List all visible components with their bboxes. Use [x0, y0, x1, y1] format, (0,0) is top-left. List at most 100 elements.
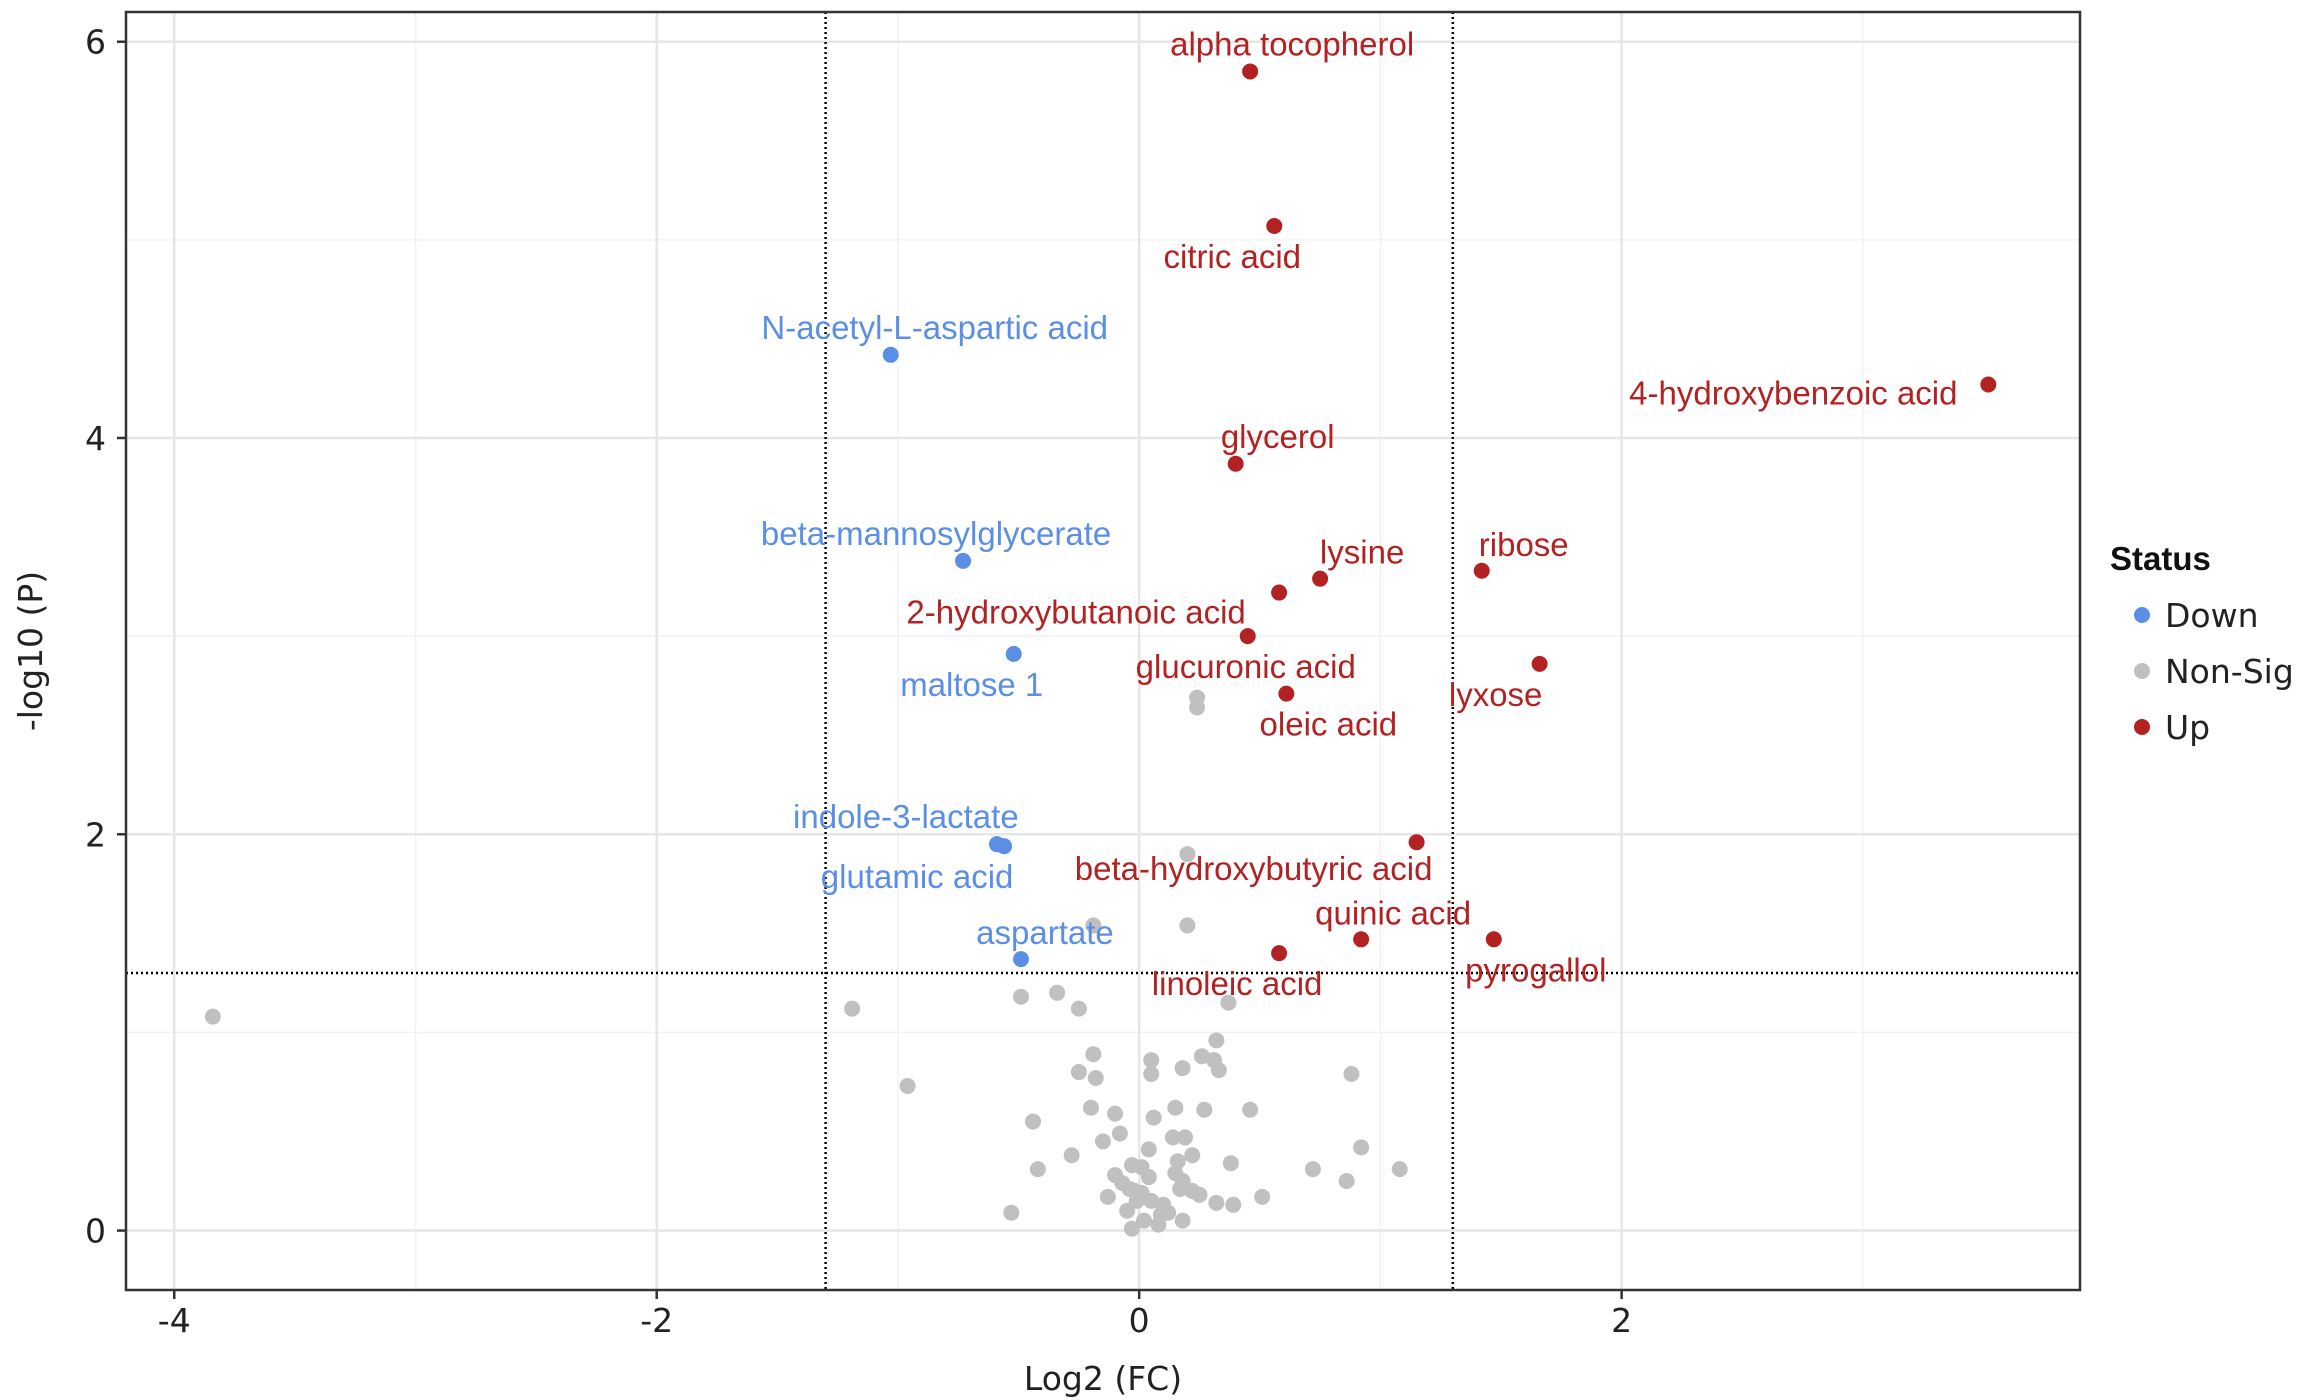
data-point-up	[1312, 570, 1329, 587]
point-label: glutamic acid	[821, 858, 1014, 895]
grid	[126, 12, 2080, 1290]
data-point-non-sig	[1222, 1155, 1239, 1172]
legend-key	[2134, 663, 2150, 679]
data-point-non-sig	[1172, 1180, 1189, 1197]
data-point-non-sig	[1191, 1186, 1208, 1203]
data-point-up	[1408, 834, 1425, 851]
data-point-non-sig	[1189, 699, 1206, 716]
data-point-non-sig	[1343, 1066, 1360, 1083]
data-point-non-sig	[1029, 1161, 1046, 1178]
x-tick-label: -4	[158, 1301, 191, 1340]
data-point-non-sig	[1167, 1165, 1184, 1182]
data-point-non-sig	[1082, 1099, 1099, 1116]
y-tick-label: 0	[85, 1212, 106, 1251]
point-label: lyxose	[1449, 676, 1543, 713]
point-label: quinic acid	[1315, 894, 1471, 931]
point-label: maltose 1	[900, 666, 1043, 703]
data-point-non-sig	[204, 1008, 221, 1025]
data-point-non-sig	[1150, 1216, 1167, 1233]
plot-border	[124, 10, 2082, 1292]
data-point-non-sig	[1145, 1109, 1162, 1126]
legend-key	[2134, 719, 2150, 735]
point-label: citric acid	[1164, 238, 1302, 275]
point-label: lysine	[1320, 534, 1404, 571]
data-point-non-sig	[1169, 1153, 1186, 1170]
y-tick-label: 4	[85, 419, 106, 458]
data-point-non-sig	[1193, 1048, 1210, 1065]
point-label: aspartate	[976, 914, 1114, 951]
data-point-non-sig	[1025, 1113, 1042, 1130]
data-point-non-sig	[1087, 1069, 1104, 1086]
data-point-non-sig	[1143, 1192, 1160, 1209]
point-label: pyrogallol	[1465, 951, 1606, 988]
x-tick-label: -2	[640, 1301, 673, 1340]
data-point-up	[1531, 655, 1548, 672]
data-point-non-sig	[1099, 1188, 1116, 1205]
data-point-up	[1227, 455, 1244, 472]
data-point-up	[1239, 628, 1256, 645]
legend-label: Up	[2165, 708, 2210, 747]
plot-panel	[126, 12, 2080, 1290]
data-point-non-sig	[1225, 1196, 1242, 1213]
data-point-non-sig	[1012, 988, 1029, 1005]
data-point-non-sig	[1049, 984, 1066, 1001]
point-label: 4-hydroxybenzoic acid	[1629, 375, 1957, 412]
data-point-up	[1980, 376, 1997, 393]
x-tick-label: 2	[1611, 1301, 1632, 1340]
point-label: ribose	[1479, 526, 1569, 563]
data-point-non-sig	[1140, 1141, 1157, 1158]
data-point-non-sig	[1155, 1196, 1172, 1213]
legend-entries: Down Non-Sig Up	[2134, 596, 2294, 747]
data-point-non-sig	[1164, 1129, 1181, 1146]
data-point-non-sig	[1304, 1161, 1321, 1178]
data-point-down	[1012, 951, 1029, 968]
data-point-non-sig	[1174, 1060, 1191, 1077]
data-point-non-sig	[1070, 1064, 1087, 1081]
data-point-non-sig	[1111, 1125, 1128, 1142]
data-point-non-sig	[1114, 1175, 1131, 1192]
threshold-lines	[126, 12, 2080, 1290]
data-point-non-sig	[899, 1077, 916, 1094]
point-label: beta-hydroxybutyric acid	[1075, 850, 1433, 887]
data-point-non-sig	[1126, 1182, 1143, 1199]
data-point-non-sig	[1136, 1212, 1153, 1229]
data-point-down	[882, 346, 899, 363]
data-point-non-sig	[1179, 846, 1196, 863]
data-point-up	[1485, 931, 1502, 948]
legend: Status Down Non-Sig Up	[2110, 540, 2294, 747]
legend-label: Non-Sig	[2165, 652, 2294, 691]
point-label: linoleic acid	[1152, 965, 1323, 1002]
point-label: beta-mannosylglycerate	[761, 515, 1111, 552]
data-point-non-sig	[1167, 1099, 1184, 1116]
data-point-non-sig	[1208, 1194, 1225, 1211]
data-point-up	[1278, 685, 1295, 702]
data-point-non-sig	[1070, 1000, 1087, 1017]
data-points	[204, 63, 1997, 1237]
data-point-non-sig	[1353, 1139, 1370, 1156]
y-axis-title: -log10 (P)	[11, 571, 50, 731]
data-point-non-sig	[1140, 1169, 1157, 1186]
data-point-non-sig	[1095, 1133, 1111, 1150]
point-label: N-acetyl-L-aspartic acid	[761, 309, 1108, 346]
x-tick-label: 0	[1129, 1301, 1150, 1340]
data-point-up	[1271, 584, 1288, 601]
data-point-non-sig	[1196, 1101, 1213, 1118]
point-label: 2-hydroxybutanoic acid	[906, 594, 1245, 631]
data-point-non-sig	[1119, 1202, 1136, 1219]
data-point-non-sig	[1063, 1147, 1080, 1164]
legend-key	[2134, 607, 2150, 623]
data-point-non-sig	[1210, 1062, 1227, 1079]
data-point-down	[1005, 645, 1022, 662]
data-point-non-sig	[1179, 917, 1196, 934]
point-label: glucuronic acid	[1136, 648, 1356, 685]
legend-title: Status	[2110, 540, 2211, 577]
data-point-non-sig	[1085, 917, 1102, 934]
data-point-non-sig	[1123, 1220, 1140, 1237]
data-point-up	[1353, 931, 1370, 948]
data-point-non-sig	[1085, 1046, 1102, 1063]
legend-label: Down	[2165, 596, 2259, 635]
data-point-down	[996, 838, 1013, 855]
data-point-up	[1271, 945, 1288, 962]
point-label: alpha tocopherol	[1170, 25, 1414, 62]
